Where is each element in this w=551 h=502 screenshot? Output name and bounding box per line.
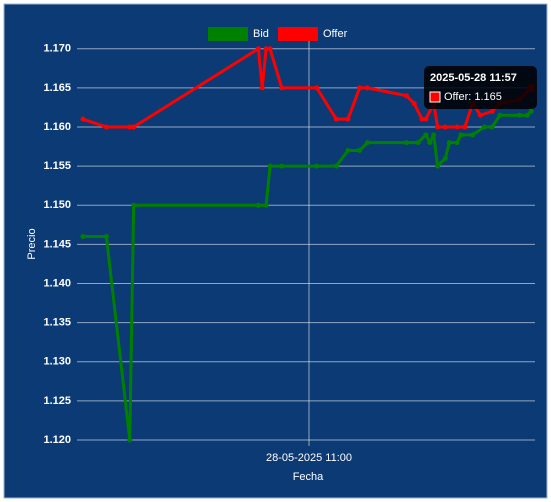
y-tick-label: 1.120 [43, 434, 71, 446]
data-point [357, 147, 363, 153]
y-axis-title: Precio [26, 228, 38, 259]
data-point [497, 112, 503, 118]
y-tick-label: 1.125 [43, 395, 71, 407]
data-point [427, 140, 433, 146]
y-tick-label: 1.155 [43, 160, 71, 172]
y-tick-label: 1.170 [43, 43, 71, 55]
data-point [524, 112, 530, 118]
data-point [423, 116, 429, 122]
data-point [314, 163, 320, 169]
data-point [458, 132, 464, 138]
data-point [263, 46, 269, 52]
y-tick-label: 1.160 [43, 121, 71, 133]
data-point [127, 437, 133, 443]
data-point [516, 112, 522, 118]
data-point [454, 124, 460, 130]
data-point [103, 234, 109, 240]
data-point [345, 116, 351, 122]
data-point [470, 132, 476, 138]
data-point [477, 112, 483, 118]
data-point [454, 140, 460, 146]
legend-swatch [278, 27, 318, 41]
data-point [357, 85, 363, 91]
data-point [333, 116, 339, 122]
data-point [279, 163, 285, 169]
legend-label: Bid [253, 28, 269, 40]
legend-swatch [208, 27, 248, 41]
y-tick-label: 1.140 [43, 277, 71, 289]
legend: Bid Offer [208, 27, 348, 41]
data-point [403, 140, 409, 146]
x-axis-title: Fecha [293, 471, 324, 483]
data-point [528, 108, 534, 114]
legend-label: Offer [323, 28, 348, 40]
y-tick-label: 1.165 [43, 82, 71, 94]
data-point [345, 147, 351, 153]
data-point [489, 108, 495, 114]
tooltip: 2025-05-28 11:57 Offer: 1.165 [424, 66, 537, 109]
y-tick-label: 1.145 [43, 238, 71, 250]
data-point [259, 85, 265, 91]
tooltip-label: Offer: 1.165 [444, 91, 502, 103]
y-tick-label: 1.150 [43, 199, 71, 211]
data-point [446, 140, 452, 146]
data-point [364, 140, 370, 146]
data-point [419, 116, 425, 122]
data-point [267, 46, 273, 52]
data-point [333, 163, 339, 169]
data-point [411, 101, 417, 107]
x-tick-label: 28-05-2025 11:00 [266, 452, 352, 464]
data-point [403, 93, 409, 99]
data-point [279, 85, 285, 91]
tooltip-box [424, 66, 537, 109]
y-tick-label: 1.130 [43, 356, 71, 368]
data-point [80, 234, 86, 240]
data-point [255, 46, 261, 52]
data-point [364, 85, 370, 91]
y-tick-label: 1.135 [43, 317, 71, 329]
data-point [481, 124, 487, 130]
data-point [131, 202, 137, 208]
data-point [442, 124, 448, 130]
data-point [423, 132, 429, 138]
data-point [462, 124, 468, 130]
data-point [489, 124, 495, 130]
data-point [127, 124, 133, 130]
data-point [255, 202, 261, 208]
data-point [103, 124, 109, 130]
data-point [131, 124, 137, 130]
tooltip-swatch [429, 91, 441, 103]
data-point [80, 116, 86, 122]
data-point [431, 132, 437, 138]
data-point [314, 85, 320, 91]
data-point [435, 124, 441, 130]
tooltip-title: 2025-05-28 11:57 [430, 72, 517, 84]
data-point [267, 163, 273, 169]
data-point [415, 140, 421, 146]
data-point [435, 163, 441, 169]
data-point [442, 155, 448, 161]
data-point [263, 202, 269, 208]
